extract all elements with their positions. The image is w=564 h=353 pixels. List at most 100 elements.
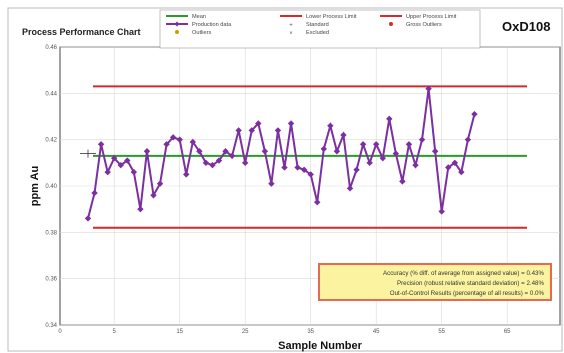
production-data-point bbox=[438, 208, 445, 215]
chart-subtitle: OxD108 bbox=[502, 19, 551, 34]
production-data-point bbox=[143, 148, 151, 155]
production-data-point bbox=[431, 148, 439, 155]
production-data-point bbox=[150, 192, 157, 199]
production-data-point bbox=[373, 141, 380, 148]
production-data-point bbox=[242, 159, 249, 167]
production-data-point bbox=[425, 85, 432, 92]
production-data-point bbox=[412, 161, 419, 169]
production-data-point bbox=[287, 120, 295, 127]
x-tick-label: 15 bbox=[176, 329, 183, 335]
x-tick-label: 25 bbox=[242, 329, 249, 335]
production-data-point bbox=[464, 136, 472, 143]
production-data-point bbox=[196, 148, 203, 155]
x-tick-label: 65 bbox=[504, 329, 511, 335]
production-data-point bbox=[209, 161, 216, 169]
legend-label: Production data bbox=[192, 22, 232, 28]
stat-out-of-control: Out-of-Control Results (percentage of al… bbox=[389, 290, 544, 297]
legend-swatch-marker bbox=[174, 21, 180, 27]
legend-box bbox=[159, 9, 481, 49]
x-tick-label: 55 bbox=[438, 329, 445, 335]
legend-label: Standard bbox=[306, 22, 329, 28]
production-data-point bbox=[84, 215, 92, 222]
production-data-point bbox=[281, 164, 288, 171]
y-tick-label: 0.36 bbox=[45, 277, 57, 283]
production-data-point bbox=[320, 145, 327, 153]
production-data-point bbox=[268, 180, 275, 187]
production-data-point bbox=[255, 120, 262, 127]
production-data-point bbox=[314, 199, 321, 206]
production-data-point bbox=[274, 127, 282, 134]
production-data-point bbox=[379, 155, 386, 162]
legend-swatch bbox=[175, 30, 179, 34]
stat-accuracy: Accuracy (% diff. of average from assign… bbox=[382, 270, 544, 277]
production-data-point bbox=[346, 185, 354, 192]
production-data-point bbox=[104, 168, 111, 176]
legend-label: Outliers bbox=[192, 30, 211, 36]
production-data-point bbox=[202, 159, 210, 167]
production-data-point bbox=[300, 166, 308, 173]
chart-border bbox=[7, 7, 563, 352]
y-tick-label: 0.44 bbox=[45, 91, 57, 97]
production-data-point bbox=[124, 157, 131, 164]
production-data-point bbox=[405, 141, 413, 148]
y-tick-label: 0.42 bbox=[45, 138, 57, 144]
production-data-point bbox=[451, 159, 458, 167]
legend-swatch: + bbox=[289, 23, 292, 29]
production-data-point bbox=[189, 138, 196, 146]
x-tick-label: 35 bbox=[307, 329, 314, 335]
y-tick-label: 0.40 bbox=[45, 184, 57, 190]
chart-title: Process Performance Chart bbox=[22, 27, 141, 37]
production-data-point bbox=[418, 136, 426, 143]
production-data-point bbox=[176, 136, 183, 143]
legend-label: Gross Outliers bbox=[406, 22, 442, 28]
production-data-point bbox=[327, 122, 334, 129]
stat-precision: Precision (robust relative standard devi… bbox=[396, 280, 544, 287]
production-data-line bbox=[87, 88, 476, 219]
production-data-point bbox=[156, 180, 164, 187]
production-data-point bbox=[169, 134, 177, 141]
legend-label: Upper Process Limit bbox=[406, 14, 457, 20]
production-data-point bbox=[471, 110, 478, 118]
legend-swatch: × bbox=[289, 31, 292, 37]
legend-label: Lower Process Limit bbox=[306, 14, 357, 20]
y-tick-label: 0.34 bbox=[45, 323, 57, 329]
production-data-point bbox=[359, 141, 367, 148]
production-data-point bbox=[222, 148, 229, 155]
production-data-point bbox=[392, 150, 400, 157]
y-tick-label: 0.38 bbox=[45, 230, 57, 236]
production-data-point bbox=[307, 171, 314, 178]
x-tick-label: 5 bbox=[113, 329, 117, 335]
production-data-point bbox=[340, 131, 347, 139]
production-data-point bbox=[399, 178, 406, 185]
production-data-point bbox=[235, 127, 242, 134]
production-data-point bbox=[333, 148, 341, 155]
production-data-point bbox=[91, 189, 98, 197]
production-data-point bbox=[353, 166, 360, 173]
production-data-point bbox=[366, 159, 373, 167]
y-tick-label: 0.46 bbox=[45, 45, 57, 51]
production-data-point bbox=[130, 168, 138, 176]
production-data-point bbox=[215, 157, 223, 164]
x-tick-label: 45 bbox=[373, 329, 380, 335]
x-tick-label: 0 bbox=[58, 329, 62, 335]
production-data-point bbox=[97, 141, 105, 148]
x-axis-title: Sample Number bbox=[278, 340, 362, 352]
legend-label: Excluded bbox=[306, 30, 329, 36]
production-data-point bbox=[117, 161, 124, 169]
production-data-point bbox=[445, 164, 452, 171]
production-data-point bbox=[228, 152, 236, 160]
production-data-point bbox=[294, 164, 301, 171]
production-data-point bbox=[111, 155, 118, 162]
y-axis-title: ppm Au bbox=[29, 166, 41, 207]
production-data-point bbox=[137, 205, 144, 213]
production-data-point bbox=[163, 141, 170, 148]
production-data-point bbox=[386, 115, 393, 123]
production-data-point bbox=[458, 168, 465, 176]
stats-box: Accuracy (% diff. of average from assign… bbox=[318, 263, 552, 301]
production-data-point bbox=[183, 171, 190, 178]
legend-swatch bbox=[389, 22, 393, 26]
legend-label: Mean bbox=[192, 14, 206, 20]
production-data-point bbox=[248, 127, 255, 134]
production-data-point bbox=[261, 148, 269, 155]
